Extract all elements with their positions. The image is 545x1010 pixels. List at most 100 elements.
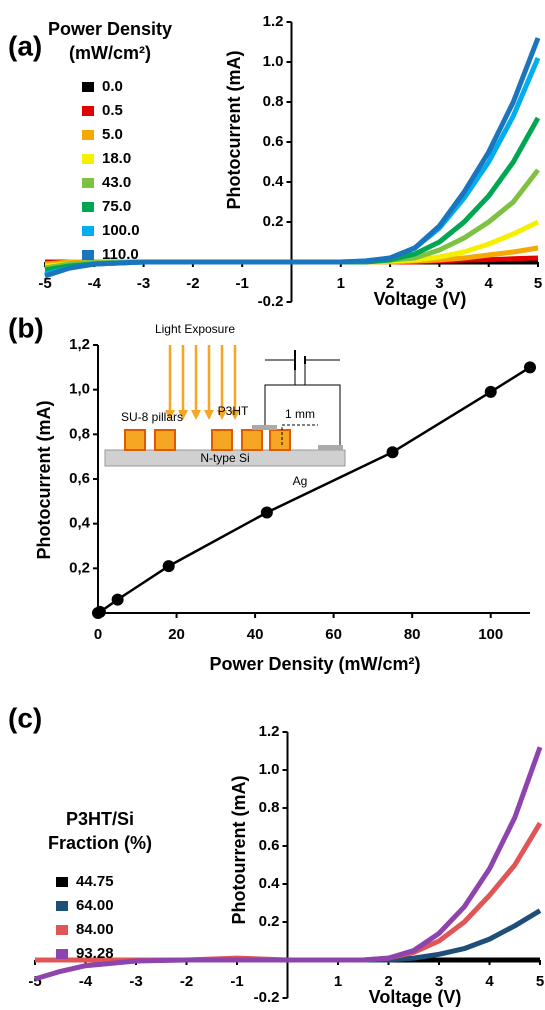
x-tick-label: -2 (180, 973, 193, 990)
y-tick-label: 1.0 (263, 53, 284, 70)
y-tick-label: 0.4 (263, 173, 285, 190)
data-line (97, 366, 531, 615)
legend-swatch (82, 82, 94, 92)
y-axis-title: Photourrent (mA) (229, 776, 249, 925)
legend-swatch (56, 877, 68, 887)
x-tick-label: 2 (386, 275, 394, 292)
x-tick-label: 2 (384, 973, 392, 990)
legend-swatch (82, 178, 94, 188)
legend-label: 84.00 (76, 921, 114, 938)
panel-label: (a) (8, 30, 42, 61)
x-axis-title: Voltage (V) (369, 987, 462, 1007)
x-tick-label: -3 (129, 973, 142, 990)
legend-label: 43.0 (102, 174, 131, 191)
x-tick-label: 1 (334, 973, 342, 990)
y-axis-title: Photocurrent (mA) (34, 401, 54, 560)
legend-label: 5.0 (102, 126, 123, 143)
x-tick-label: 100 (478, 626, 503, 643)
x-tick-label: 3 (435, 973, 443, 990)
data-point (484, 385, 497, 398)
inset-label: Light Exposure (155, 322, 235, 336)
legend-swatch (56, 949, 68, 959)
x-tick-label: 3 (435, 275, 443, 292)
y-tick-label: 0,4 (69, 515, 91, 532)
y-tick-label: -0.2 (254, 989, 280, 1006)
y-tick-label: 0.4 (259, 875, 281, 892)
x-tick-label: 80 (404, 626, 421, 643)
pillars (124, 429, 291, 451)
legend-label: 75.0 (102, 198, 131, 215)
data-point (162, 560, 175, 573)
legend-title: P3HT/Si (66, 809, 134, 829)
panel-label: (c) (8, 702, 42, 733)
inset-label: N-type Si (200, 451, 249, 465)
y-tick-label: 1.2 (259, 723, 280, 740)
y-tick-label: 0.8 (259, 799, 280, 816)
y-tick-label: -0.2 (258, 293, 284, 310)
legend-title: Fraction (%) (48, 833, 152, 853)
panel-label: (b) (8, 312, 44, 343)
legend-title: Power Density (48, 19, 172, 39)
x-tick-label: 0 (94, 626, 102, 643)
inset-label: P3HT (218, 404, 249, 418)
x-tick-label: -4 (79, 973, 93, 990)
x-tick-label: 5 (534, 275, 542, 292)
data-point (93, 605, 106, 618)
x-tick-label: 4 (485, 973, 494, 990)
legend-swatch (56, 925, 68, 935)
legend-label: 64.00 (76, 897, 114, 914)
ag-contact (318, 445, 343, 450)
legend-label: 0.5 (102, 102, 123, 119)
y-tick-label: 0.8 (263, 93, 284, 110)
ag-contact (252, 425, 277, 430)
legend-label: 0.0 (102, 78, 123, 95)
legend-label: 18.0 (102, 150, 131, 167)
legend-swatch (82, 106, 94, 116)
legend-swatch (56, 901, 68, 911)
y-tick-label: 0.2 (263, 213, 284, 230)
x-tick-label: -2 (186, 275, 199, 292)
x-tick-label: 5 (536, 973, 544, 990)
distance-marker (281, 424, 318, 445)
y-tick-label: 1.2 (263, 13, 284, 30)
x-tick-label: -4 (88, 275, 102, 292)
legend-label: 110.0 (102, 246, 139, 263)
x-axis-title: Voltage (V) (374, 289, 467, 309)
x-tick-label: -5 (38, 275, 51, 292)
data-point (260, 506, 273, 519)
light-arrows (168, 345, 237, 412)
legend-swatch (82, 130, 94, 140)
y-tick-label: 1,2 (69, 336, 90, 353)
x-axis-title: Power Density (mW/cm²) (209, 654, 420, 674)
legend-swatch (82, 226, 94, 236)
data-point (524, 361, 536, 374)
x-tick-label: 20 (168, 626, 185, 643)
y-axis-title: Photocurrent (mA) (224, 51, 244, 210)
inset-label: Ag (293, 474, 308, 488)
y-tick-label: 1,0 (69, 381, 90, 398)
x-tick-label: 1 (337, 275, 345, 292)
x-tick-label: -3 (137, 275, 150, 292)
y-tick-label: 0.6 (259, 837, 280, 854)
y-tick-label: 0,6 (69, 470, 90, 487)
legend-title: (mW/cm²) (69, 43, 151, 63)
y-tick-label: 0.6 (263, 133, 284, 150)
arrow-heads (165, 410, 240, 420)
x-tick-label: 40 (247, 626, 264, 643)
x-tick-label: -1 (230, 973, 243, 990)
legend-label: 93.28 (76, 945, 114, 962)
inset-label: 1 mm (285, 407, 315, 421)
legend-swatch (82, 202, 94, 212)
y-tick-label: 0,8 (69, 425, 90, 442)
x-tick-label: -1 (236, 275, 249, 292)
data-line (44, 37, 541, 279)
inset-label: SU-8 pillars (121, 410, 183, 424)
y-tick-label: 0,2 (69, 559, 90, 576)
legend-label: 44.75 (76, 873, 114, 890)
x-tick-label: 4 (485, 275, 494, 292)
data-point (386, 446, 399, 459)
y-tick-label: 1.0 (259, 761, 280, 778)
legend-swatch (82, 154, 94, 164)
x-tick-label: 60 (325, 626, 342, 643)
